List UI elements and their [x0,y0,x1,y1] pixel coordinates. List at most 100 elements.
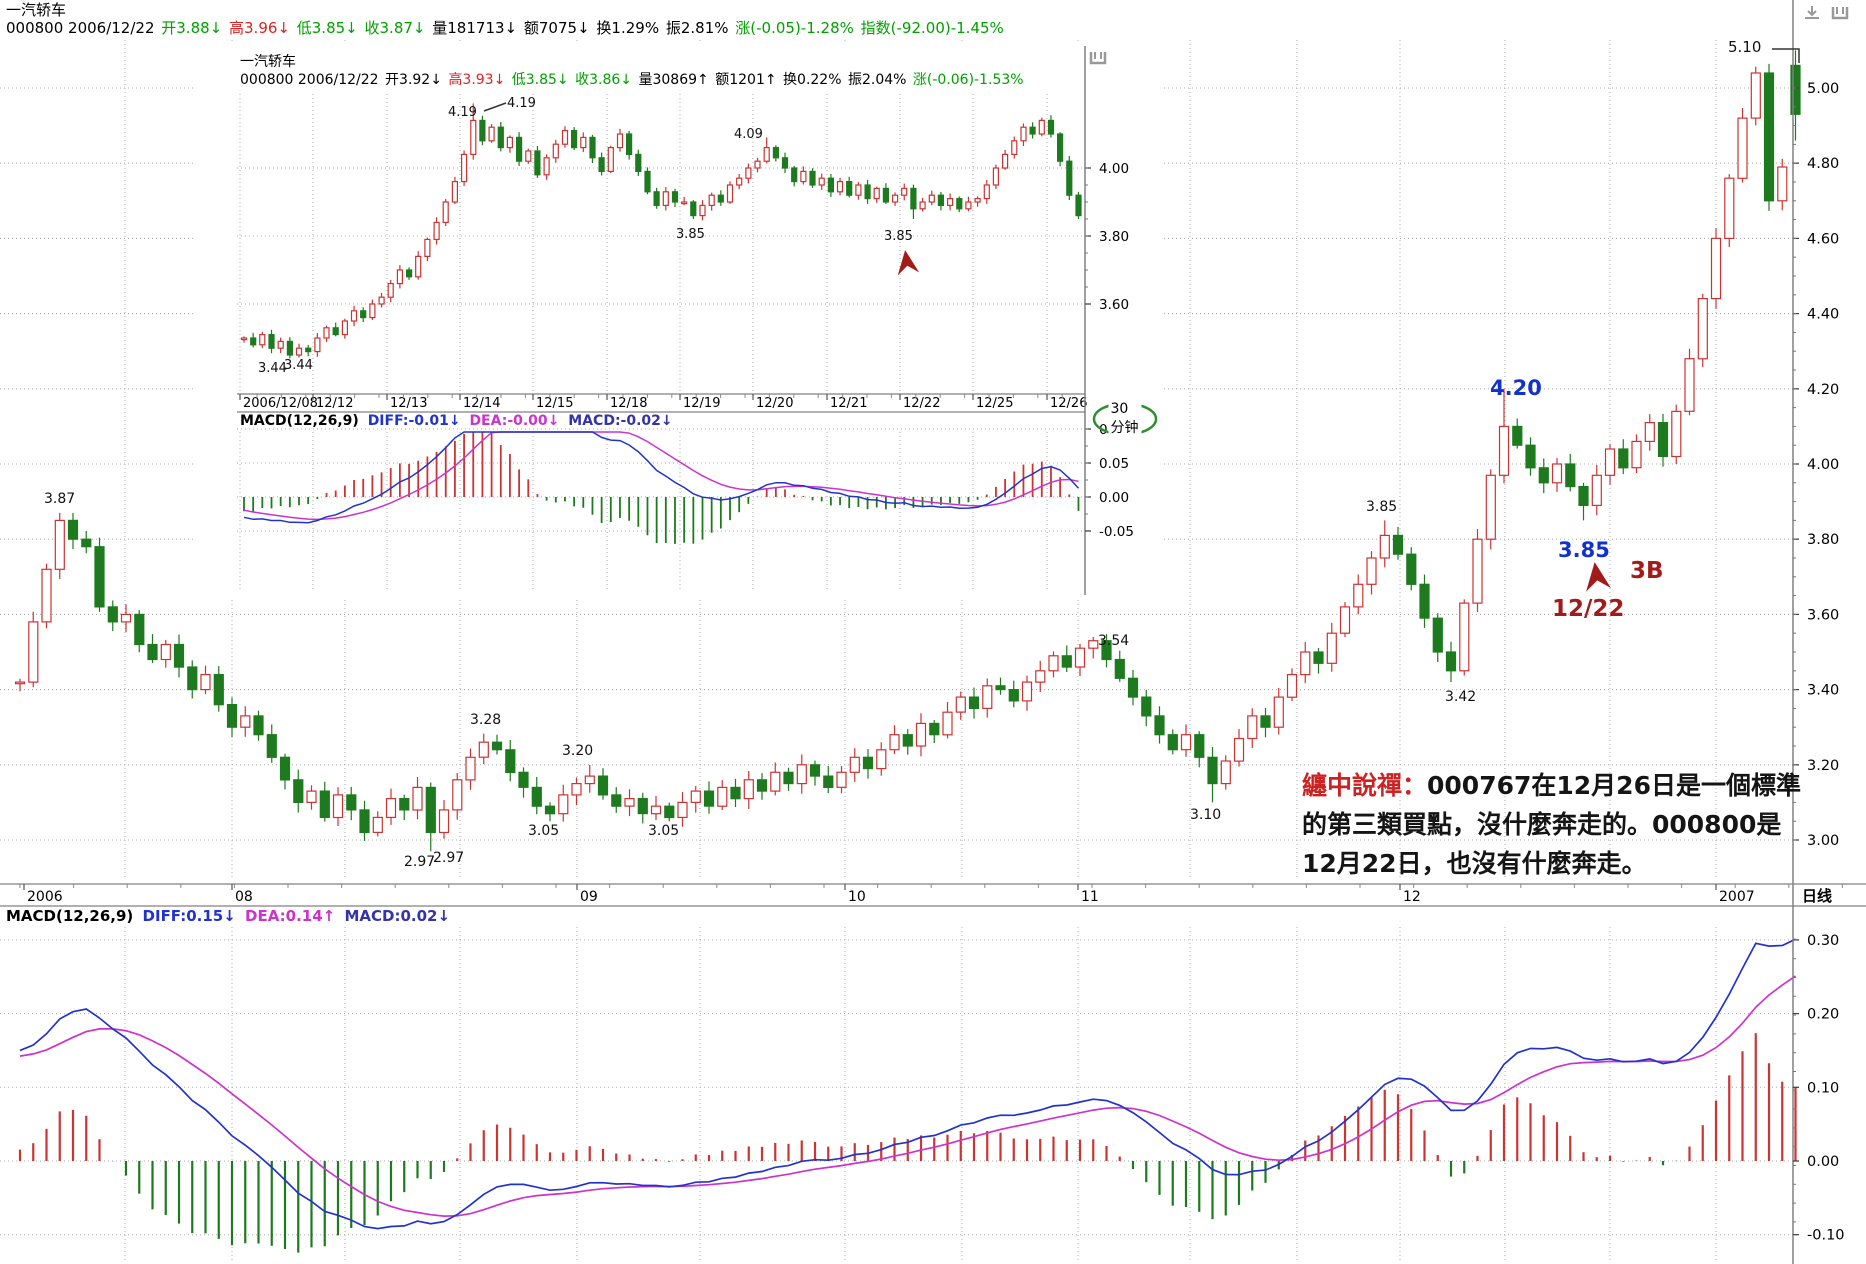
price-label: 4.20 [1490,376,1542,400]
price-label: 5.10 [1728,38,1762,56]
commentary-prefix: 纏中說禪： [1302,771,1428,800]
price-label: 4.19 [507,96,536,111]
svg-text:12/26: 12/26 [1050,396,1087,411]
quote-segment: DEA:0.14↑ [245,907,336,925]
price-label: 12/22 [1552,596,1625,622]
quote-segment: 开3.88↓ [161,19,223,37]
svg-text:0.00: 0.00 [1099,490,1129,506]
price-label: 3.20 [562,743,594,759]
svg-text:0.20: 0.20 [1807,1007,1839,1023]
quote-segment: 换1.29% [596,19,660,37]
svg-text:12/25: 12/25 [976,396,1013,411]
svg-text:09: 09 [580,889,598,905]
quote-segment: 000800 2006/12/22 [240,72,384,88]
quote-segment: MACD:-0.02↓ [568,413,673,429]
quote-segment: 高3.96↓ [229,19,290,37]
svg-text:0.05: 0.05 [1099,456,1129,472]
svg-text:12/19: 12/19 [683,396,720,411]
svg-text:08: 08 [235,889,253,905]
price-label: 3.85 [1366,499,1398,515]
daily-candlesticks [14,50,1801,852]
quote-segment: 000800 2006/12/22 [6,19,160,37]
svg-text:4.80: 4.80 [1807,156,1839,172]
window-icon[interactable] [1088,50,1108,70]
pin-icon[interactable] [1802,4,1822,26]
main-quote-line: 000800 2006/12/22 开3.88↓ 高3.96↓ 低3.85↓ 收… [6,19,1006,37]
inset-panel-background [196,44,1162,600]
svg-text:0.30: 0.30 [1807,933,1839,949]
price-label: 3.54 [1098,633,1130,649]
price-label: 2.97 [433,850,465,866]
svg-text:3.80: 3.80 [1807,532,1839,548]
min30-macd [243,431,1080,544]
svg-text:4.00: 4.00 [1099,161,1129,177]
svg-text:3.40: 3.40 [1807,683,1839,699]
svg-text:-0.10: -0.10 [1807,1228,1845,1244]
quote-segment: MACD(12,26,9) [240,413,359,429]
svg-text:0.10: 0.10 [1807,1080,1839,1096]
quote-segment: MACD:0.02↓ [344,907,451,925]
price-label: 3B [1630,558,1664,584]
commentary-line: 000767在12月26日是一個標準 [1427,771,1801,800]
commentary-line: 的第三類買點，沒什麼奔走的。000800是 [1302,810,1782,839]
price-label: 3.85 [1558,538,1610,562]
svg-text:12/13: 12/13 [390,396,427,411]
min30-candlesticks [240,103,1082,359]
quote-segment: DEA:-0.00↓ [469,413,560,429]
timeframe-30min-label: 30分钟 [1108,401,1142,437]
quote-segment: 开3.92↓ [385,72,442,88]
quote-segment: 涨(-0.05)-1.28% [735,19,854,37]
quote-segment: 振2.04% [847,72,907,88]
svg-text:11: 11 [1081,889,1099,905]
quote-segment: 高3.93↓ [448,72,506,88]
svg-text:4.00: 4.00 [1807,457,1839,473]
window-icon[interactable] [1830,5,1850,25]
quote-segment: 涨(-0.06)-1.53% [912,72,1024,88]
price-label: 3.28 [470,712,502,728]
svg-text:12/20: 12/20 [756,396,793,411]
quote-segment: 量181713↓ [432,19,518,37]
quote-segment: DIFF:-0.01↓ [367,413,461,429]
svg-text:2006: 2006 [27,889,63,905]
svg-text:2006/12/08: 2006/12/08 [243,396,318,411]
svg-text:12/12: 12/12 [316,396,353,411]
svg-text:4.40: 4.40 [1807,307,1839,323]
timeframe-daily-tab[interactable]: 日线 [1802,887,1833,905]
inset-macd-header: MACD(12,26,9) DIFF:-0.01↓ DEA:-0.00↓ MAC… [240,413,677,429]
quote-segment: 收3.87↓ [364,19,426,37]
quote-segment: 额7075↓ [523,19,590,37]
main-stock-title: 一汽轿车 [6,1,67,19]
price-label: 4.19 [448,105,477,120]
inset-quote-line: 000800 2006/12/22 开3.92↓ 高3.93↓ 低3.85↓ 收… [240,72,1026,88]
svg-text:12/15: 12/15 [536,396,573,411]
price-label: 3.85 [676,227,705,242]
price-label: 3.85 [884,229,913,244]
timeframe-30min-chip[interactable]: 30分钟 [1092,401,1158,437]
svg-text:-0.05: -0.05 [1099,524,1134,540]
svg-text:12/22: 12/22 [903,396,940,411]
svg-text:10: 10 [848,889,866,905]
quote-segment: 指数(-92.00)-1.45% [860,19,1004,37]
commentary-note: 纏中說禪：000767在12月26日是一個標準 的第三類買點，沒什麼奔走的。00… [1302,766,1807,883]
quote-segment: 低3.85↓ [296,19,358,37]
svg-text:4.20: 4.20 [1807,382,1839,398]
inset-stock-title: 一汽轿车 [240,54,296,70]
svg-text:3.00: 3.00 [1807,833,1839,849]
quote-segment: DIFF:0.15↓ [142,907,236,925]
svg-text:5.00: 5.00 [1807,81,1839,97]
svg-text:12/14: 12/14 [463,396,500,411]
quote-segment: 额1201↑ [715,72,777,88]
price-label: 3.42 [1445,689,1477,705]
price-label: 2.97 [404,854,436,870]
price-label: 3.05 [648,823,680,839]
price-label: 3.10 [1190,807,1222,823]
quote-segment: 低3.85↓ [511,72,569,88]
svg-text:4.60: 4.60 [1807,231,1839,247]
svg-text:3.60: 3.60 [1807,607,1839,623]
quote-segment: 收3.86↓ [575,72,633,88]
